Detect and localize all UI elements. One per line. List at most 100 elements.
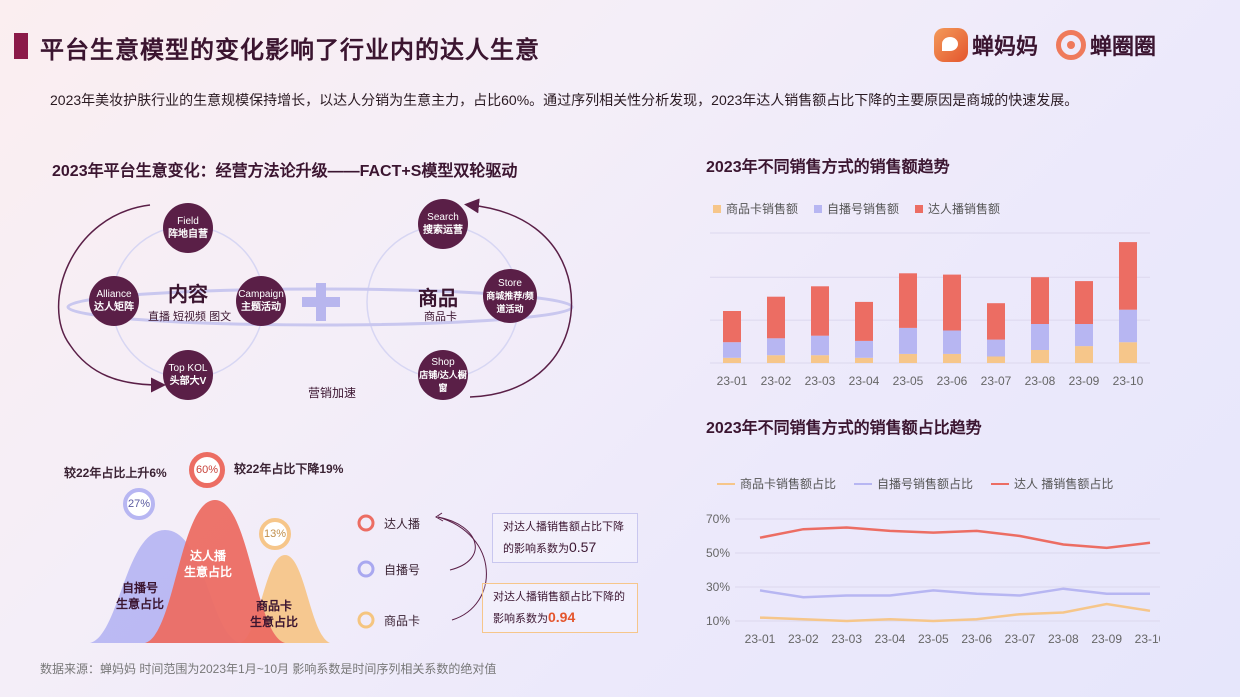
bar-segment: [1075, 346, 1093, 363]
bar-segment: [855, 340, 873, 358]
bar-segment: [1031, 277, 1049, 324]
product-label: 商品: [418, 288, 458, 310]
line-x-tick: 23-03: [831, 632, 862, 646]
bar-segment: [723, 342, 741, 358]
bar-segment: [899, 327, 917, 354]
line-x-tick: 23-01: [745, 632, 776, 646]
line-series: [759, 587, 1150, 599]
bar-segment: [1119, 342, 1137, 363]
bar-x-tick: 23-01: [717, 374, 748, 388]
footer-source: 数据来源：蝉妈妈 时间范围为2023年1月~10月 影响系数是时间序列相关系数的…: [40, 662, 497, 676]
bar-segment: [723, 311, 741, 343]
bar-segment: [855, 357, 873, 363]
line-x-tick: 23-02: [788, 632, 819, 646]
summary-text: 2023年美妆护肤行业的生意规模保持增长，以达人分销为生意主力，占比60%。通过…: [50, 92, 1079, 108]
logo-group: 蝉妈妈 蝉圈圈: [933, 28, 1156, 62]
chanquanquan-logo: 蝉圈圈: [1055, 29, 1156, 61]
node-campaign: Campaign 主题活动: [236, 276, 286, 326]
bar-x-tick: 23-05: [893, 374, 924, 388]
factor-self-broadcast: 自播号: [384, 563, 421, 577]
bar-segment: [723, 357, 741, 363]
node-top-kol: Top KOL 头部大V: [163, 350, 213, 400]
factor-product-card: 商品卡: [384, 614, 421, 628]
line-legend-item: 达人 播销售额占比: [991, 475, 1113, 492]
bar-legend-item: 商品卡销售额: [713, 200, 798, 217]
line-series: [759, 526, 1151, 550]
bar-chart: 23-01 23-02 23-03 23-04 23-05 23-06 23-07 23-08…: [710, 232, 1150, 388]
factor-markers: [357, 512, 487, 629]
content-sublabel: 直播 短视频 图文: [148, 311, 232, 323]
bar-segment: [811, 286, 829, 336]
bar-legend-item: 自播号销售额: [814, 200, 899, 217]
self-broadcast-change: 较22年占比上升6%: [64, 466, 167, 480]
node-alliance: Alliance 达人矩阵: [89, 276, 139, 326]
line-chart: 70% 50% 30% 10% 23-01 23-02 23-03 23-04 23-05 23-…: [706, 512, 1160, 646]
line-x-tick: 23-06: [961, 632, 992, 646]
node-store: Store 商城推荐/频道活动: [483, 269, 537, 323]
title-accent-bar: [14, 33, 28, 59]
line-y-tick: 10%: [706, 614, 730, 628]
bar-segment: [987, 303, 1005, 340]
line-chart-legend: 商品卡销售额占比 自播号销售额占比 达人 播销售额占比: [717, 475, 1113, 492]
bar-segment: [987, 339, 1005, 357]
bar-x-tick: 23-09: [1069, 374, 1100, 388]
bar-segment: [899, 353, 917, 363]
line-series: [759, 602, 1151, 623]
content-label: 内容: [168, 284, 208, 306]
bar-chart-legend: 商品卡销售额 自播号销售额 达人播销售额: [713, 200, 1000, 217]
bar-segment: [855, 301, 873, 341]
line-x-tick: 23-09: [1091, 632, 1122, 646]
right-cycle-arrow: [464, 198, 573, 398]
bar-segment: [1031, 350, 1049, 363]
note-product-card: 对达人播销售额占比下降的影响系数为0.94: [482, 583, 638, 633]
bar-segment: [767, 355, 785, 363]
bar-segment: [767, 338, 785, 356]
bar-segment: [987, 356, 1005, 363]
left-cycle-arrow: [57, 204, 166, 393]
influencer-label: 达人播 生意占比: [184, 549, 233, 579]
node-field: Field 阵地自营: [163, 203, 213, 253]
bar-x-tick: 23-06: [937, 374, 968, 388]
note-self-broadcast: 对达人播销售额占比下降的影响系数为0.57: [492, 513, 638, 563]
bar-x-tick: 23-04: [849, 374, 880, 388]
page-title: 平台生意模型的变化影响了行业内的达人生意: [40, 37, 540, 64]
bar-segment: [943, 274, 961, 331]
bar-segment: [899, 273, 917, 328]
model-section-title: 2023年平台生意变化：经营方法论升级——FACT+S模型双轮驱动: [52, 163, 518, 180]
product-card-label: 商品卡 生意占比: [250, 599, 299, 629]
mountain-influencer: [145, 500, 285, 643]
line-chart-title: 2023年不同销售方式的销售额占比趋势: [706, 420, 982, 437]
bar-segment: [767, 296, 785, 339]
node-shop: Shop 店铺/达人橱窗: [418, 350, 468, 400]
bar-x-tick: 23-10: [1113, 374, 1144, 388]
self-broadcast-label: 自播号 生意占比: [116, 581, 165, 611]
product-sublabel: 商品卡: [424, 311, 457, 323]
bar-segment: [811, 335, 829, 356]
chanmama-logo-icon: [933, 28, 968, 62]
bar-x-tick: 23-03: [805, 374, 836, 388]
bar-segment: [1031, 324, 1049, 350]
bar-segment: [943, 353, 961, 363]
line-y-tick: 30%: [706, 580, 730, 594]
bar-x-tick: 23-07: [981, 374, 1012, 388]
line-x-tick: 23-08: [1048, 632, 1079, 646]
influencer-change: 较22年占比下降19%: [234, 462, 344, 476]
bar-segment: [1119, 309, 1137, 343]
node-search: Search 搜索运营: [418, 199, 468, 249]
bar-segment: [1075, 281, 1093, 324]
line-legend-item: 商品卡销售额占比: [717, 475, 836, 492]
bar-segment: [811, 355, 829, 363]
plus-icon-h: [302, 297, 340, 307]
line-x-tick: 23-04: [875, 632, 906, 646]
bar-chart-title: 2023年不同销售方式的销售额趋势: [706, 159, 950, 176]
share-mountains: [90, 500, 330, 643]
line-y-tick: 70%: [706, 512, 730, 526]
line-x-tick: 23-07: [1005, 632, 1036, 646]
bar-segment: [943, 330, 961, 354]
pin-self-broadcast: 27%: [123, 488, 155, 520]
chanquanquan-logo-icon: [1055, 30, 1086, 60]
bar-x-tick: 23-08: [1025, 374, 1056, 388]
line-y-tick: 50%: [706, 546, 730, 560]
pin-product-card: 13%: [259, 518, 291, 550]
marketing-accel-label: 营销加速: [308, 386, 357, 400]
